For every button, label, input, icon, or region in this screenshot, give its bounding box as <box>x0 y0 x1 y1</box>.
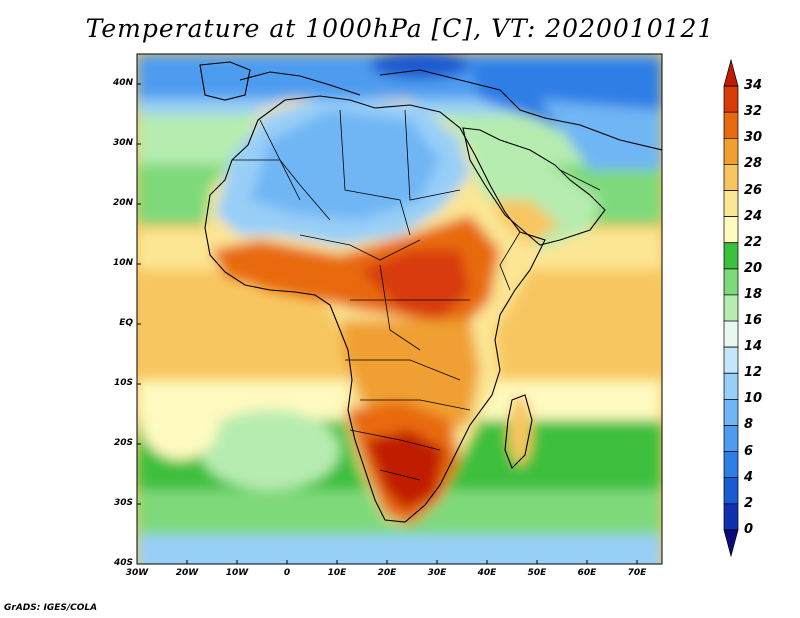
colorbar-label: 22 <box>744 234 763 250</box>
colorbar-swatch <box>723 529 739 558</box>
lon-tick-label: 10E <box>327 568 347 578</box>
colorbar-swatch <box>723 372 739 400</box>
coastline <box>199 61 662 523</box>
lat-tick-label: 40N <box>112 78 133 88</box>
lat-tick-label: 30N <box>112 138 133 148</box>
lat-tick-label: 20N <box>112 198 133 208</box>
country-borders <box>232 109 601 481</box>
colorbar-label: 4 <box>744 469 754 485</box>
colorbar-label: 20 <box>744 260 763 276</box>
lon-tick-label: 60E <box>577 568 597 578</box>
colorbar-label: 24 <box>744 208 763 224</box>
colorbar-swatch <box>723 294 739 322</box>
temperature-field <box>137 54 662 564</box>
lat-tick-label: 30S <box>113 498 133 508</box>
colorbar-swatch <box>723 242 739 270</box>
lon-tick-label: 30E <box>427 568 447 578</box>
colorbar-swatch <box>723 190 739 217</box>
colorbar-label: 26 <box>744 182 763 198</box>
lon-tick-label: 70E <box>627 568 647 578</box>
lon-tick-label: 30W <box>125 568 149 578</box>
colorbar-label: 8 <box>744 417 754 433</box>
lat-tick-label: 40S <box>113 558 133 568</box>
colorbar-swatch <box>723 268 739 296</box>
colorbar-label: 16 <box>744 313 763 329</box>
colorbar-label: 10 <box>744 391 763 407</box>
colorbar-label: 12 <box>744 365 763 381</box>
colorbar-swatch <box>723 111 739 139</box>
lon-tick-label: 10W <box>225 568 249 578</box>
map-title: Temperature at 1000hPa [C], VT: 20200101… <box>85 14 715 43</box>
colorbar-swatch <box>723 58 739 87</box>
footer-credit: GrADS: IGES/COLA <box>4 603 98 613</box>
colorbar-label: 14 <box>744 339 763 355</box>
colorbar-label: 6 <box>744 443 754 459</box>
axis-ticks <box>136 83 638 565</box>
colorbar-swatch <box>723 320 739 348</box>
colorbar-swatch <box>723 137 739 165</box>
colorbar-swatch <box>723 164 739 191</box>
colorbar-label: 2 <box>744 495 754 511</box>
lat-tick-label: 20S <box>113 438 133 448</box>
colorbar-label: 32 <box>744 104 763 120</box>
colorbar-swatch <box>723 477 739 505</box>
colorbar-label: 0 <box>744 521 754 537</box>
colorbar-label: 28 <box>744 156 763 172</box>
lon-tick-label: 20E <box>377 568 397 578</box>
lon-tick-label: 20W <box>175 568 199 578</box>
lon-tick-label: 40E <box>477 568 497 578</box>
lat-tick-label: 10N <box>112 258 133 268</box>
colorbar-label: 30 <box>744 130 763 146</box>
lon-tick-label: 0 <box>283 568 291 578</box>
colorbar-swatch <box>723 503 739 531</box>
lon-tick-label: 50E <box>527 568 547 578</box>
colorbar-swatch <box>723 346 739 374</box>
lat-tick-label: EQ <box>119 318 133 328</box>
colorbar-swatch <box>723 399 739 426</box>
colorbar <box>723 58 739 558</box>
colorbar-swatch <box>723 85 739 113</box>
lat-tick-label: 10S <box>113 378 133 388</box>
colorbar-swatch <box>723 425 739 452</box>
colorbar-swatch <box>723 451 739 479</box>
colorbar-swatch <box>723 216 739 244</box>
colorbar-label: 18 <box>744 286 763 302</box>
colorbar-label: 34 <box>744 78 763 94</box>
plot-frame <box>136 53 663 565</box>
